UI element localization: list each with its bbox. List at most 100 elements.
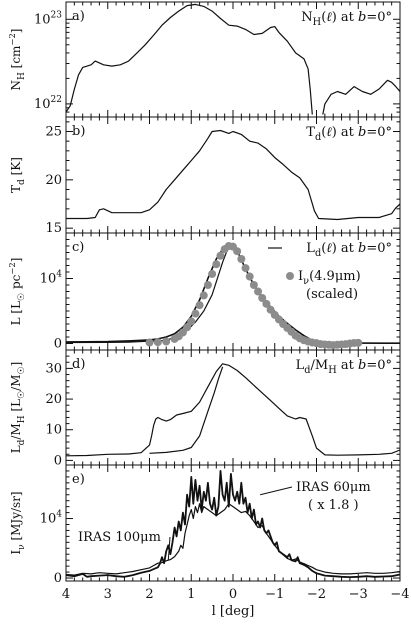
y-tick-label: 104 [40, 270, 63, 287]
label-part: [K] [9, 157, 23, 179]
label-part: [cm [9, 45, 23, 72]
data-point [249, 281, 258, 289]
label-part: d [17, 439, 27, 445]
data-point [191, 309, 200, 318]
label-part: ν [17, 544, 27, 549]
y-axis-label: NH [cm−2] [7, 28, 27, 90]
label-part: =0° [366, 125, 392, 140]
data-point [241, 264, 250, 273]
y-tick-label: 104 [40, 510, 63, 527]
y-tick-label: 1022 [34, 95, 62, 112]
label-part: ☉ [17, 366, 27, 374]
label-part: pc [9, 274, 23, 292]
label-part: ℓ [326, 125, 332, 140]
label-part: d [315, 248, 321, 259]
label-part: [MJy/sr] [9, 491, 23, 544]
x-tick-label: 0 [229, 587, 237, 602]
data-point [187, 317, 196, 326]
label-part: b [358, 358, 366, 373]
label-part: T [306, 125, 315, 140]
label-part: ( [321, 241, 326, 256]
series-line [66, 129, 401, 221]
label-part: L [296, 358, 305, 373]
label-part: L [9, 445, 23, 453]
panel-label: b) [72, 124, 85, 139]
label-part: ] [9, 362, 23, 367]
x-tick-label: −2 [307, 587, 326, 602]
panel-c: 0 104 c) (scaled) [40, 232, 401, 352]
y-tick-label: 1023 [34, 10, 62, 27]
x-axis-label: l [deg] [212, 604, 255, 619]
label-part: d [315, 132, 321, 143]
label-part: IRAS 60 [296, 480, 350, 495]
legend-marker-label: Iν(4.9μm) [298, 269, 361, 287]
x-tick-label: 4 [62, 587, 70, 602]
x-tick-label: −1 [265, 587, 284, 602]
data-point [245, 272, 254, 281]
label-part: μ [140, 530, 148, 545]
data-point [354, 338, 363, 347]
label-part: I [9, 550, 23, 555]
label-part: m [149, 530, 161, 545]
panel-title: Ld(ℓ) at b=0° [306, 241, 392, 259]
series-line [322, 79, 401, 115]
scatter-series [145, 242, 363, 350]
data-point [237, 255, 246, 263]
y-tick-label: 10 [45, 423, 62, 438]
data-point [162, 337, 171, 346]
label-part: ( [321, 125, 326, 140]
label-part: (4.9 [309, 269, 335, 284]
panel-label: c) [72, 240, 84, 255]
label-part: N [301, 10, 312, 25]
data-point [153, 338, 162, 347]
x-tick-label: −4 [390, 587, 409, 602]
label-part: b [358, 10, 366, 25]
label-part: d [304, 365, 310, 376]
label-part: b [358, 125, 366, 140]
label-part: [L [9, 399, 23, 415]
x-tick-label: 3 [104, 587, 112, 602]
label-part: ) at [332, 10, 358, 25]
y-axis-label: Td [K] [9, 157, 27, 193]
label-part: ) at [332, 125, 358, 140]
label-part: ) at [332, 241, 358, 256]
series-line [65, 503, 401, 576]
label-part: /M [311, 358, 329, 373]
label-part: ] [9, 28, 23, 33]
x-tick-label: 1 [187, 587, 195, 602]
label-part: =0° [366, 241, 392, 256]
series-line [65, 363, 401, 457]
annotation-leader [260, 486, 293, 496]
label-part: =0° [366, 10, 392, 25]
label-part: ] [9, 258, 23, 263]
label-part: ℓ [326, 10, 332, 25]
label-part: ν [303, 276, 309, 287]
label-part: H [17, 72, 27, 80]
panel-title: Ld/MH at b=0° [296, 358, 392, 376]
y-axis-label: L [L☉ pc−2] [7, 258, 27, 326]
y-tick-label: 15 [45, 221, 62, 236]
series-line [149, 366, 224, 454]
label-part: ☉ [17, 293, 27, 301]
x-tick-label: −3 [349, 587, 368, 602]
label-part: /M [9, 423, 23, 439]
data-point [195, 301, 204, 310]
panel-label: d) [72, 357, 85, 372]
label-part: −2 [7, 33, 17, 45]
series-line [65, 244, 234, 344]
panel-e: 0 104 e) ( x 1.8 ) 4 3 2 1 0 −1 −2 −3 −4 l [deg] [40, 464, 410, 619]
label-part: ( [321, 10, 326, 25]
annotation-iras-60: IRAS 60μm [296, 480, 371, 495]
data-point [199, 291, 208, 300]
y-tick-label: 0 [54, 337, 62, 352]
label-part: T [9, 185, 23, 193]
panel-b: 15 20 25 b) [45, 116, 401, 236]
label-part: IRAS 100 [78, 530, 140, 545]
label-part: N [9, 80, 23, 91]
label-part: m) [343, 269, 360, 284]
x-tick-label: 2 [145, 587, 153, 602]
data-point [145, 338, 154, 347]
data-point [233, 247, 242, 256]
label-part: b [358, 241, 366, 256]
